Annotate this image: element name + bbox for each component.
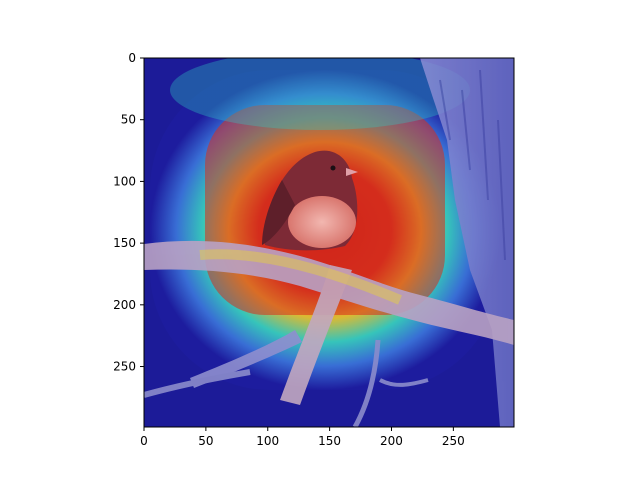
- x-tick-label: 250: [442, 434, 465, 448]
- y-tick-label: 0: [128, 51, 136, 65]
- x-tick-label: 150: [318, 434, 341, 448]
- plot-frame: [143, 57, 515, 428]
- x-tick-label: 100: [256, 434, 279, 448]
- y-tick-label: 150: [113, 236, 136, 250]
- x-axis: 0 50 100 150 200 250: [140, 427, 465, 448]
- y-axis: 0 50 100 150 200 250: [113, 51, 144, 374]
- heatmap-image: [144, 58, 514, 427]
- x-tick-label: 50: [198, 434, 213, 448]
- y-tick-label: 200: [113, 298, 136, 312]
- y-tick-label: 100: [113, 174, 136, 188]
- x-tick-label: 0: [140, 434, 148, 448]
- y-tick-label: 250: [113, 360, 136, 374]
- y-tick-label: 50: [121, 113, 136, 127]
- bird: [262, 150, 358, 251]
- tree-trunk: [420, 58, 514, 427]
- branch: [144, 240, 514, 427]
- x-tick-label: 200: [380, 434, 403, 448]
